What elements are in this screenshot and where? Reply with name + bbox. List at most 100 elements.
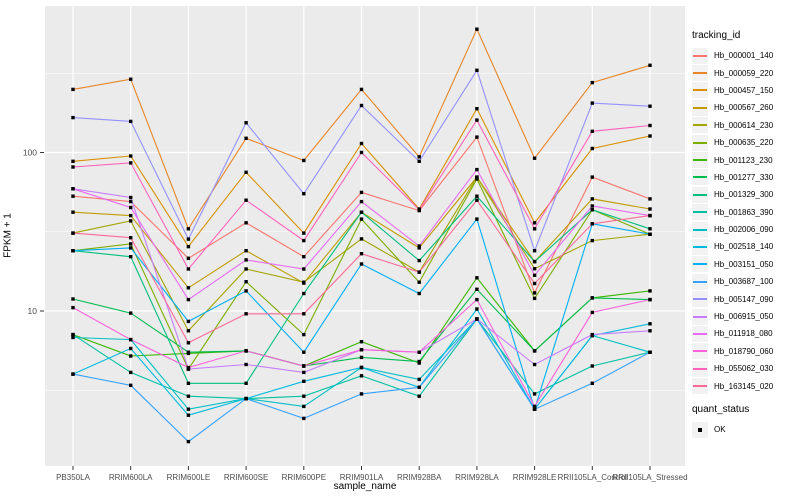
legend-item-Hb_000059_220: Hb_000059_220 bbox=[692, 64, 798, 82]
legend-item-Hb_003687_100: Hb_003687_100 bbox=[692, 273, 798, 290]
data-point bbox=[186, 439, 191, 444]
data-point bbox=[648, 207, 652, 211]
data-point bbox=[186, 413, 191, 417]
data-point bbox=[129, 337, 133, 342]
data-point bbox=[590, 208, 594, 212]
data-point bbox=[475, 194, 479, 198]
data-point bbox=[648, 289, 652, 293]
data-point bbox=[302, 332, 306, 337]
legend-key-swatch bbox=[692, 273, 708, 290]
data-point bbox=[186, 407, 191, 411]
data-point bbox=[648, 297, 652, 302]
data-point bbox=[359, 190, 364, 195]
data-point bbox=[475, 107, 479, 111]
data-point bbox=[590, 310, 594, 315]
legend-key-swatch bbox=[692, 238, 708, 255]
data-point bbox=[302, 404, 306, 409]
legend-item-Hb_001863_390: Hb_001863_390 bbox=[692, 204, 798, 221]
legend-key-swatch bbox=[692, 221, 708, 238]
legend-color-line bbox=[693, 228, 707, 231]
data-point bbox=[71, 115, 75, 120]
data-point bbox=[302, 379, 306, 383]
legend-title-quant-status: quant_status bbox=[692, 403, 750, 415]
data-point bbox=[302, 255, 306, 259]
data-point bbox=[186, 237, 191, 241]
data-point bbox=[532, 296, 537, 301]
data-point bbox=[417, 350, 421, 354]
data-point bbox=[475, 27, 479, 31]
data-point bbox=[129, 354, 133, 358]
data-point bbox=[359, 217, 364, 221]
legend-key-swatch bbox=[692, 291, 708, 308]
data-point bbox=[532, 156, 537, 160]
data-point bbox=[186, 244, 191, 249]
data-point bbox=[244, 362, 248, 367]
legend-color-line bbox=[693, 124, 707, 127]
legend-color-line bbox=[693, 280, 707, 283]
data-point bbox=[129, 346, 133, 351]
data-point bbox=[302, 267, 306, 271]
data-point bbox=[475, 135, 479, 139]
data-point bbox=[71, 305, 75, 310]
data-point bbox=[186, 381, 191, 385]
data-point bbox=[359, 199, 364, 204]
data-point bbox=[648, 197, 652, 201]
data-point bbox=[186, 350, 191, 354]
data-point bbox=[532, 249, 537, 253]
data-point bbox=[417, 291, 421, 296]
legend-item-label: Hb_006915_050 bbox=[714, 312, 774, 322]
legend-item-label: Hb_000059_220 bbox=[714, 68, 774, 78]
legend-color-line bbox=[693, 106, 707, 109]
data-point bbox=[359, 103, 364, 108]
data-point bbox=[302, 158, 306, 163]
data-point bbox=[129, 205, 133, 210]
data-point bbox=[244, 258, 248, 262]
data-point bbox=[186, 227, 191, 231]
data-point bbox=[590, 101, 594, 105]
data-point bbox=[71, 372, 75, 376]
data-point bbox=[532, 404, 537, 409]
data-point bbox=[417, 270, 421, 274]
x-tick-label-RRII105LA_Control: RRII105LA_Control bbox=[558, 473, 628, 482]
legend-item-label: Hb_002006_090 bbox=[714, 225, 774, 235]
legend-item-label: Hb_003687_100 bbox=[714, 277, 774, 287]
legend-item-label: OK bbox=[714, 425, 726, 434]
data-point bbox=[359, 150, 364, 155]
data-point bbox=[186, 341, 191, 345]
data-point bbox=[532, 267, 537, 271]
data-point bbox=[532, 281, 537, 286]
data-point bbox=[590, 296, 594, 300]
data-point bbox=[359, 365, 364, 370]
legend-item-Hb_055062_030: Hb_055062_030 bbox=[692, 360, 798, 377]
data-point bbox=[302, 231, 306, 235]
x-tick-label-RRIM928LE: RRIM928LE bbox=[513, 473, 557, 482]
data-point bbox=[71, 187, 75, 191]
data-point bbox=[186, 256, 191, 260]
data-point bbox=[186, 365, 191, 370]
legend-key-swatch bbox=[692, 65, 708, 82]
legend-item-Hb_000457_150: Hb_000457_150 bbox=[692, 82, 798, 99]
legend-item-label: Hb_163145_020 bbox=[714, 381, 774, 391]
legend-color-line bbox=[693, 263, 707, 266]
data-point bbox=[475, 217, 479, 221]
data-point bbox=[129, 213, 133, 218]
data-point bbox=[359, 87, 364, 92]
data-point bbox=[590, 238, 594, 243]
legend-item-label: Hb_018790_060 bbox=[714, 346, 774, 356]
x-tick-label-RRIM901LA: RRIM901LA bbox=[340, 473, 384, 482]
data-point bbox=[475, 198, 479, 202]
data-point bbox=[417, 377, 421, 382]
legend-item-label: Hb_011918_080 bbox=[714, 329, 773, 339]
legend-item-Hb_163145_020: Hb_163145_020 bbox=[692, 377, 798, 395]
data-point bbox=[417, 155, 421, 159]
data-point bbox=[532, 349, 537, 353]
data-point bbox=[186, 394, 191, 398]
data-point bbox=[648, 350, 652, 354]
x-tick-label-RRIM600SE: RRIM600SE bbox=[224, 473, 268, 482]
data-point bbox=[417, 208, 421, 212]
data-point bbox=[417, 258, 421, 263]
x-tick-label-RRIM600LE: RRIM600LE bbox=[167, 473, 211, 482]
data-point bbox=[590, 364, 594, 368]
data-point bbox=[129, 370, 133, 375]
